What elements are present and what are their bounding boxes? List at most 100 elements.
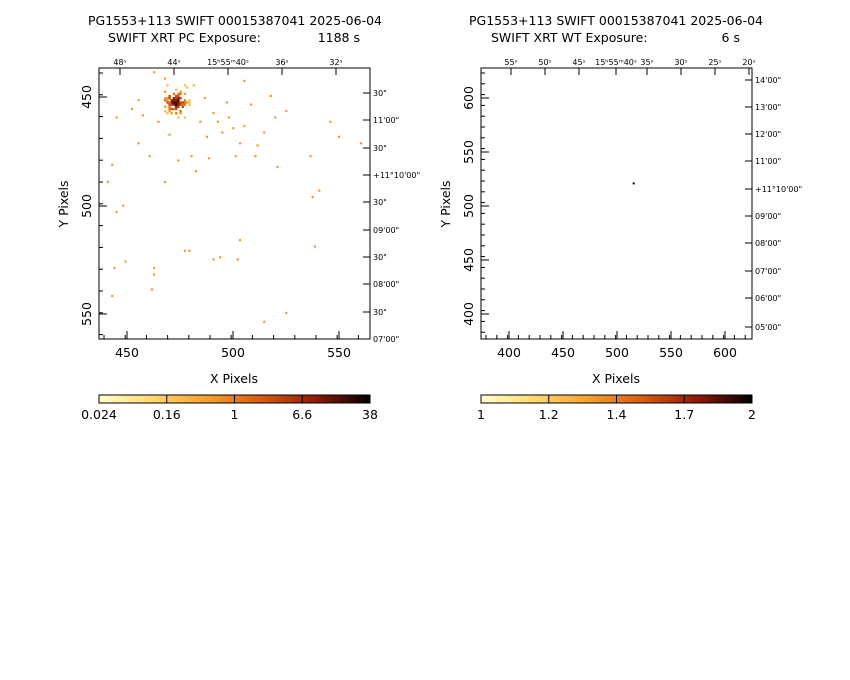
source-pixel <box>179 109 182 113</box>
y-tick-label: 400 <box>461 302 476 326</box>
source-pixel <box>166 97 169 100</box>
source-pixel <box>175 99 178 102</box>
panel2-xlabel: X Pixels <box>592 371 640 386</box>
source-pixel <box>179 101 182 104</box>
data-pixel <box>163 77 167 80</box>
data-pixel <box>238 142 242 145</box>
data-pixel <box>190 155 193 158</box>
x-tick-label: 450 <box>115 345 139 360</box>
source-pixel <box>179 92 182 96</box>
data-pixel <box>150 288 153 291</box>
source-pixel <box>177 99 180 102</box>
source-pixel <box>172 107 176 111</box>
source-pixel <box>177 94 180 98</box>
y-tick-label: 600 <box>461 86 476 110</box>
dec-tick-label: 14'00" <box>755 76 781 85</box>
source-pixel <box>166 84 169 87</box>
source-pixel <box>183 84 187 87</box>
source-pixel <box>166 101 169 104</box>
source-pixel <box>170 101 174 104</box>
data-pixel <box>205 135 209 138</box>
plot-frame <box>98 67 371 340</box>
data-pixel <box>111 163 114 166</box>
data-pixel <box>199 120 202 123</box>
data-pixel <box>318 189 321 192</box>
panel2-exposure: 6 s <box>722 30 740 45</box>
data-pixel <box>111 294 114 298</box>
data-pixel <box>329 120 332 123</box>
dec-tick-label: 30" <box>373 89 387 98</box>
data-pixel <box>256 144 259 147</box>
source-pixel <box>172 101 176 104</box>
data-pixel <box>152 273 156 276</box>
data-pixel <box>115 211 118 214</box>
source-pixel <box>179 112 182 115</box>
panel1-exposure: 1188 s <box>318 30 360 45</box>
source-pixel <box>183 101 187 104</box>
data-pixel <box>254 155 257 158</box>
data-pixel <box>163 180 167 184</box>
data-pixel <box>232 127 235 130</box>
source-pixel <box>163 105 167 109</box>
ra-tick-label: 44ˢ <box>167 58 180 67</box>
data-pixel <box>243 79 246 83</box>
source-pixel <box>166 112 169 115</box>
dec-tick-label: +11°10'00" <box>755 185 802 194</box>
data-pixel <box>183 249 187 252</box>
source-pixel <box>172 97 176 100</box>
source-pixel <box>183 92 187 96</box>
ra-tick-label: 30ˢ <box>674 58 687 67</box>
source-pixel <box>163 99 167 102</box>
panel1-ylabel: Y Pixels <box>56 180 71 228</box>
y-tick-label: 450 <box>79 85 94 109</box>
ra-tick-label: 25ˢ <box>708 58 721 67</box>
source-pixel <box>181 101 185 104</box>
data-pixel <box>285 312 288 315</box>
source-pixel <box>179 103 182 106</box>
source-pixel <box>168 103 171 106</box>
x-tick-label: 550 <box>659 345 683 360</box>
data-pixel <box>360 142 363 145</box>
dec-tick-label: 07'00" <box>373 335 399 344</box>
ra-tick-label: 15ʰ55ᵐ40ˢ <box>595 58 637 67</box>
source-pixel <box>192 84 196 87</box>
colorbar-label: 1 <box>231 407 239 422</box>
dec-tick-label: 30" <box>373 144 387 153</box>
source-pixel <box>177 103 180 106</box>
source-pixel <box>175 112 178 115</box>
panel2-colorbar: 1 1.2 1.4 1.7 2 <box>477 394 756 422</box>
data-pixel <box>106 180 109 184</box>
source-pixel <box>186 86 189 89</box>
ra-tick-label: 20ˢ <box>742 58 755 67</box>
colorbar-label: 6.6 <box>292 407 312 422</box>
panel2-title: PG1553+113 SWIFT 00015387041 2025-06-04 <box>469 13 763 28</box>
source-pixel <box>170 103 174 106</box>
data-pixel <box>168 133 171 136</box>
data-pixel <box>276 165 279 169</box>
source-pixel <box>175 105 178 109</box>
source-pixel <box>168 105 171 109</box>
source-pixel <box>175 107 178 111</box>
x-tick-label: 600 <box>713 345 737 360</box>
x-tick-label: 550 <box>327 345 351 360</box>
source-pixel <box>170 99 174 102</box>
dec-tick-label: 09'00" <box>373 226 399 235</box>
data-pixel <box>311 195 314 199</box>
source-pixel <box>183 99 187 102</box>
panel1-subtitle-label: SWIFT XRT PC Exposure: <box>108 30 261 45</box>
source-pixel <box>163 109 167 113</box>
colorbar-label: 1.2 <box>539 407 559 422</box>
data-pixel <box>177 159 180 162</box>
dec-tick-label: 05'00" <box>755 323 781 332</box>
dec-tick-label: 30" <box>373 198 387 207</box>
source-pixel <box>168 107 171 111</box>
source-pixel <box>177 92 180 96</box>
x-tick-label: 450 <box>551 345 575 360</box>
ra-tick-label: 15ʰ55ᵐ40ˢ <box>207 58 249 67</box>
source-pixel <box>177 97 180 100</box>
dec-tick-label: 12'00" <box>755 130 781 139</box>
data-pixel <box>632 182 635 185</box>
y-tick-label: 550 <box>461 140 476 164</box>
data-pixel <box>203 97 206 100</box>
